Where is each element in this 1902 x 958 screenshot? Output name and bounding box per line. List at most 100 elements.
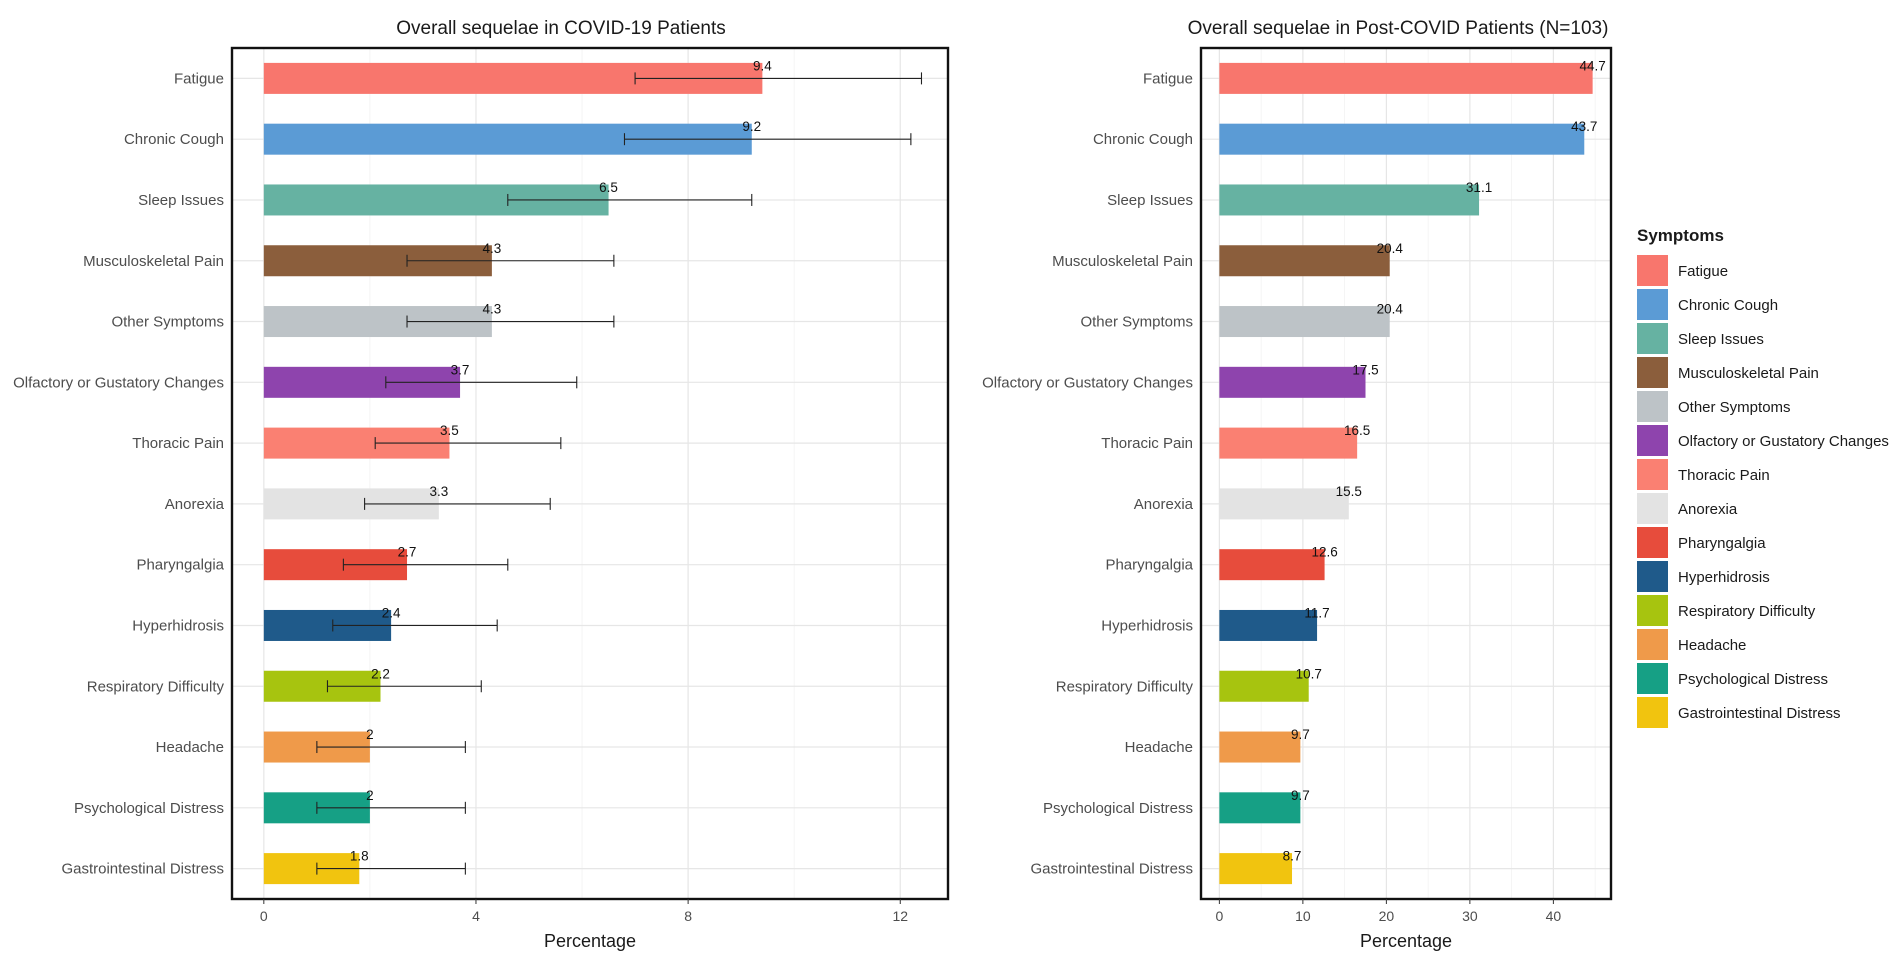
y-tick-label: Thoracic Pain [132,435,224,452]
data-label: 11.7 [1304,605,1329,620]
error-bar-8 [364,497,551,510]
legend-label: Hyperhidrosis [1678,569,1770,586]
x-tick-label: 40 [1546,908,1562,924]
legend-item: Respiratory Difficulty [1637,595,1816,626]
legend-item: Other Symptoms [1637,391,1791,422]
y-tick-label: Anorexia [165,496,225,513]
chart-title: Overall sequelae in COVID-19 Patients [396,18,726,39]
error-bar-9 [342,558,509,571]
y-tick-label: Hyperhidrosis [1101,617,1193,634]
x-tick-label: 10 [1295,908,1311,924]
panel-border [1199,46,1613,901]
bar-1 [1219,62,1593,94]
data-label: 2 [366,788,374,803]
bar-7 [1219,427,1358,459]
data-label: 9.4 [753,58,772,73]
x-tick-label: 12 [892,908,908,924]
chart-title: Overall sequelae in Post-COVID Patients … [1188,18,1609,39]
data-label: 9.7 [1291,788,1310,803]
data-label: 9.2 [742,119,761,134]
error-bar-14 [316,862,466,875]
legend-label: Gastrointestinal Distress [1678,705,1841,722]
data-label: 2.7 [398,545,417,560]
data-label: 10.7 [1296,666,1322,681]
legend-swatch [1637,561,1668,592]
bar-4 [1219,245,1390,277]
y-tick-label: Respiratory Difficulty [1056,678,1194,695]
error-bar-3 [507,193,753,206]
y-tick-label: Sleep Issues [138,192,224,209]
panel-border [230,46,950,901]
bar-11 [1219,670,1309,702]
x-axis-title: Percentage [1360,931,1452,951]
x-tick-label: 8 [684,908,692,924]
legend-label: Pharyngalgia [1678,535,1766,552]
y-tick-label: Psychological Distress [74,800,224,817]
y-tick-label: Gastrointestinal Distress [1030,861,1193,878]
bar-8 [1219,488,1349,520]
bar-12 [1219,731,1301,763]
legend-label: Headache [1678,637,1746,654]
legend-item: Olfactory or Gustatory Changes [1637,425,1889,456]
legend-swatch [1637,493,1668,524]
y-tick-label: Musculoskeletal Pain [83,253,224,270]
legend-label: Chronic Cough [1678,297,1778,314]
y-tick-label: Respiratory Difficulty [87,678,225,695]
y-tick-label: Headache [156,739,224,756]
data-label: 6.5 [599,180,618,195]
legend-item: Thoracic Pain [1637,459,1770,490]
legend-item: Anorexia [1637,493,1738,524]
data-label: 9.7 [1291,727,1310,742]
bar-2 [1219,123,1585,155]
legend-item: Headache [1637,629,1746,660]
x-tick-label: 4 [472,908,480,924]
y-tick-label: Other Symptoms [1080,314,1193,331]
legend: Symptoms Fatigue Chronic Cough Sleep Issues… [1637,226,1889,728]
y-tick-label: Pharyngalgia [136,557,224,574]
error-bar-7 [374,437,562,450]
legend-item: Gastrointestinal Distress [1637,697,1841,728]
y-tick-label: Musculoskeletal Pain [1052,253,1193,270]
x-tick-label: 0 [1215,908,1223,924]
y-tick-label: Sleep Issues [1107,192,1193,209]
legend-title: Symptoms [1637,226,1724,245]
data-label: 17.5 [1352,362,1378,377]
legend-swatch [1637,663,1668,694]
y-tick-label: Fatigue [1143,70,1193,87]
y-tick-label: Chronic Cough [124,131,224,148]
legend-label: Thoracic Pain [1678,467,1770,484]
y-tick-label: Gastrointestinal Distress [61,861,224,878]
legend-item: Fatigue [1637,255,1728,286]
legend-item: Pharyngalgia [1637,527,1766,558]
legend-item: Musculoskeletal Pain [1637,357,1819,388]
data-label: 43.7 [1571,119,1597,134]
error-bar-1 [634,72,923,85]
legend-item: Chronic Cough [1637,289,1778,320]
y-tick-label: Anorexia [1134,496,1194,513]
chart-panel-2: 44.7 43.7 31.1 20.4 20.4 17.5 16.5 15.5 12.6 11.7… [982,18,1613,951]
legend-label: Other Symptoms [1678,399,1791,416]
data-label: 3.5 [440,423,459,438]
legend-label: Fatigue [1678,263,1728,280]
y-tick-label: Fatigue [174,70,224,87]
legend-item: Psychological Distress [1637,663,1828,694]
legend-swatch [1637,289,1668,320]
error-bar-10 [332,619,498,632]
bar-5 [1219,306,1390,338]
chart-panel-1: 9.4 9.2 6.5 4.3 4.3 3.7 3.5 3.3 2.7 2.4 2.2 2 2 1.8 Fa… [13,18,950,951]
legend-swatch [1637,391,1668,422]
data-label: 44.7 [1579,58,1605,73]
error-bar-6 [385,376,578,389]
data-label: 4.3 [482,241,501,256]
bar-13 [1219,792,1301,824]
y-tick-label: Thoracic Pain [1101,435,1193,452]
x-axis-title: Percentage [544,931,636,951]
y-tick-label: Chronic Cough [1093,131,1193,148]
data-label: 20.4 [1377,302,1404,317]
y-tick-label: Psychological Distress [1043,800,1193,817]
bar-3 [1219,184,1480,216]
x-tick-label: 30 [1462,908,1478,924]
legend-swatch [1637,595,1668,626]
